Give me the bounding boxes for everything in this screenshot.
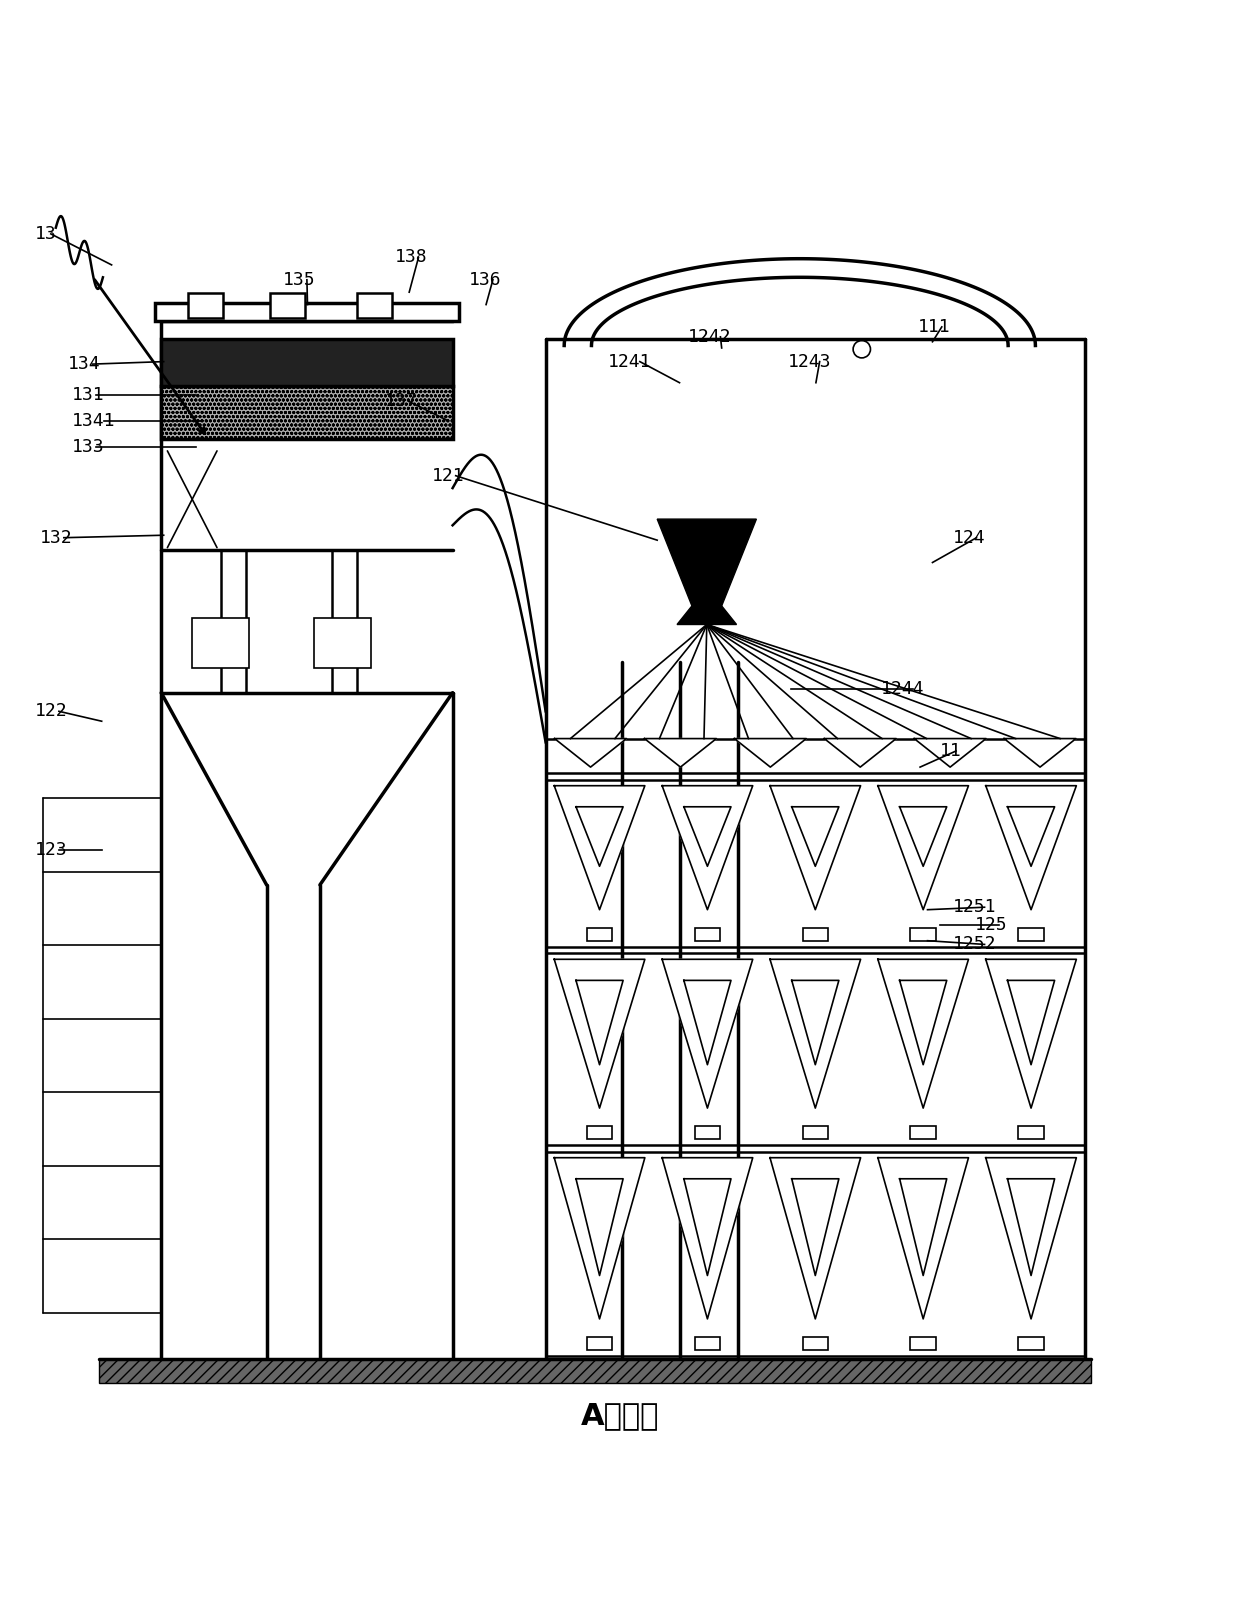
Text: 111: 111 bbox=[918, 318, 950, 336]
Polygon shape bbox=[878, 960, 968, 1109]
Polygon shape bbox=[986, 1157, 1076, 1319]
Polygon shape bbox=[662, 960, 753, 1109]
Polygon shape bbox=[986, 786, 1076, 909]
Text: 134: 134 bbox=[68, 355, 100, 373]
Bar bbox=[357, 293, 392, 318]
Bar bbox=[192, 618, 249, 668]
Polygon shape bbox=[683, 1178, 732, 1276]
Bar bbox=[587, 1127, 613, 1140]
Polygon shape bbox=[914, 739, 986, 767]
Polygon shape bbox=[575, 807, 624, 866]
Bar bbox=[188, 293, 223, 318]
Text: 123: 123 bbox=[35, 841, 67, 859]
Polygon shape bbox=[899, 981, 947, 1065]
Polygon shape bbox=[683, 981, 732, 1065]
Bar bbox=[1018, 1337, 1044, 1350]
Bar bbox=[587, 1337, 613, 1350]
Bar bbox=[694, 1127, 720, 1140]
Bar bbox=[694, 1337, 720, 1350]
Polygon shape bbox=[575, 1178, 624, 1276]
Text: 135: 135 bbox=[283, 271, 315, 289]
Bar bbox=[802, 927, 828, 940]
Polygon shape bbox=[657, 519, 756, 606]
Polygon shape bbox=[1007, 807, 1055, 866]
Polygon shape bbox=[1007, 1178, 1055, 1276]
Bar bbox=[155, 303, 459, 321]
Polygon shape bbox=[734, 739, 806, 767]
Text: 1341: 1341 bbox=[72, 412, 115, 430]
Bar bbox=[314, 618, 371, 668]
Bar bbox=[161, 339, 453, 386]
Bar bbox=[910, 1127, 936, 1140]
Text: 11: 11 bbox=[940, 742, 962, 760]
Text: 131: 131 bbox=[72, 386, 104, 404]
Text: 1242: 1242 bbox=[688, 327, 732, 345]
Polygon shape bbox=[878, 786, 968, 909]
Polygon shape bbox=[899, 807, 947, 866]
Text: 125: 125 bbox=[975, 916, 1007, 934]
Bar bbox=[802, 1337, 828, 1350]
Polygon shape bbox=[645, 739, 717, 767]
Bar bbox=[910, 1337, 936, 1350]
Polygon shape bbox=[575, 981, 624, 1065]
Bar bbox=[910, 927, 936, 940]
Polygon shape bbox=[791, 981, 839, 1065]
Polygon shape bbox=[878, 1157, 968, 1319]
Bar bbox=[587, 927, 613, 940]
Text: A放大图: A放大图 bbox=[580, 1401, 660, 1430]
Text: 121: 121 bbox=[432, 467, 464, 485]
Text: 1244: 1244 bbox=[880, 679, 924, 699]
Text: 1241: 1241 bbox=[608, 353, 651, 371]
Bar bbox=[270, 293, 305, 318]
Polygon shape bbox=[899, 1178, 947, 1276]
Text: 13: 13 bbox=[35, 225, 57, 243]
Text: 136: 136 bbox=[469, 271, 501, 289]
Bar bbox=[1018, 927, 1044, 940]
Polygon shape bbox=[770, 786, 861, 909]
Polygon shape bbox=[791, 807, 839, 866]
Polygon shape bbox=[554, 739, 626, 767]
Bar bbox=[99, 1358, 1091, 1383]
Bar bbox=[802, 1127, 828, 1140]
Polygon shape bbox=[825, 739, 897, 767]
Bar bbox=[694, 927, 720, 940]
Polygon shape bbox=[554, 1157, 645, 1319]
Text: 132: 132 bbox=[40, 528, 72, 546]
Text: 124: 124 bbox=[952, 528, 985, 546]
Text: 122: 122 bbox=[35, 702, 67, 720]
Text: 1243: 1243 bbox=[787, 353, 831, 371]
Bar bbox=[1018, 1127, 1044, 1140]
Text: 1252: 1252 bbox=[952, 935, 996, 953]
Text: 1251: 1251 bbox=[952, 898, 996, 916]
Polygon shape bbox=[662, 786, 753, 909]
Polygon shape bbox=[1004, 739, 1076, 767]
Polygon shape bbox=[791, 1178, 839, 1276]
Polygon shape bbox=[770, 960, 861, 1109]
Bar bbox=[161, 386, 453, 439]
Polygon shape bbox=[1007, 981, 1055, 1065]
Polygon shape bbox=[683, 807, 732, 866]
Text: 138: 138 bbox=[394, 248, 427, 266]
Polygon shape bbox=[770, 1157, 861, 1319]
Polygon shape bbox=[677, 606, 737, 624]
Polygon shape bbox=[662, 1157, 753, 1319]
Polygon shape bbox=[554, 786, 645, 909]
Polygon shape bbox=[554, 960, 645, 1109]
Text: 137: 137 bbox=[384, 392, 417, 410]
Polygon shape bbox=[986, 960, 1076, 1109]
Text: 133: 133 bbox=[72, 438, 104, 456]
